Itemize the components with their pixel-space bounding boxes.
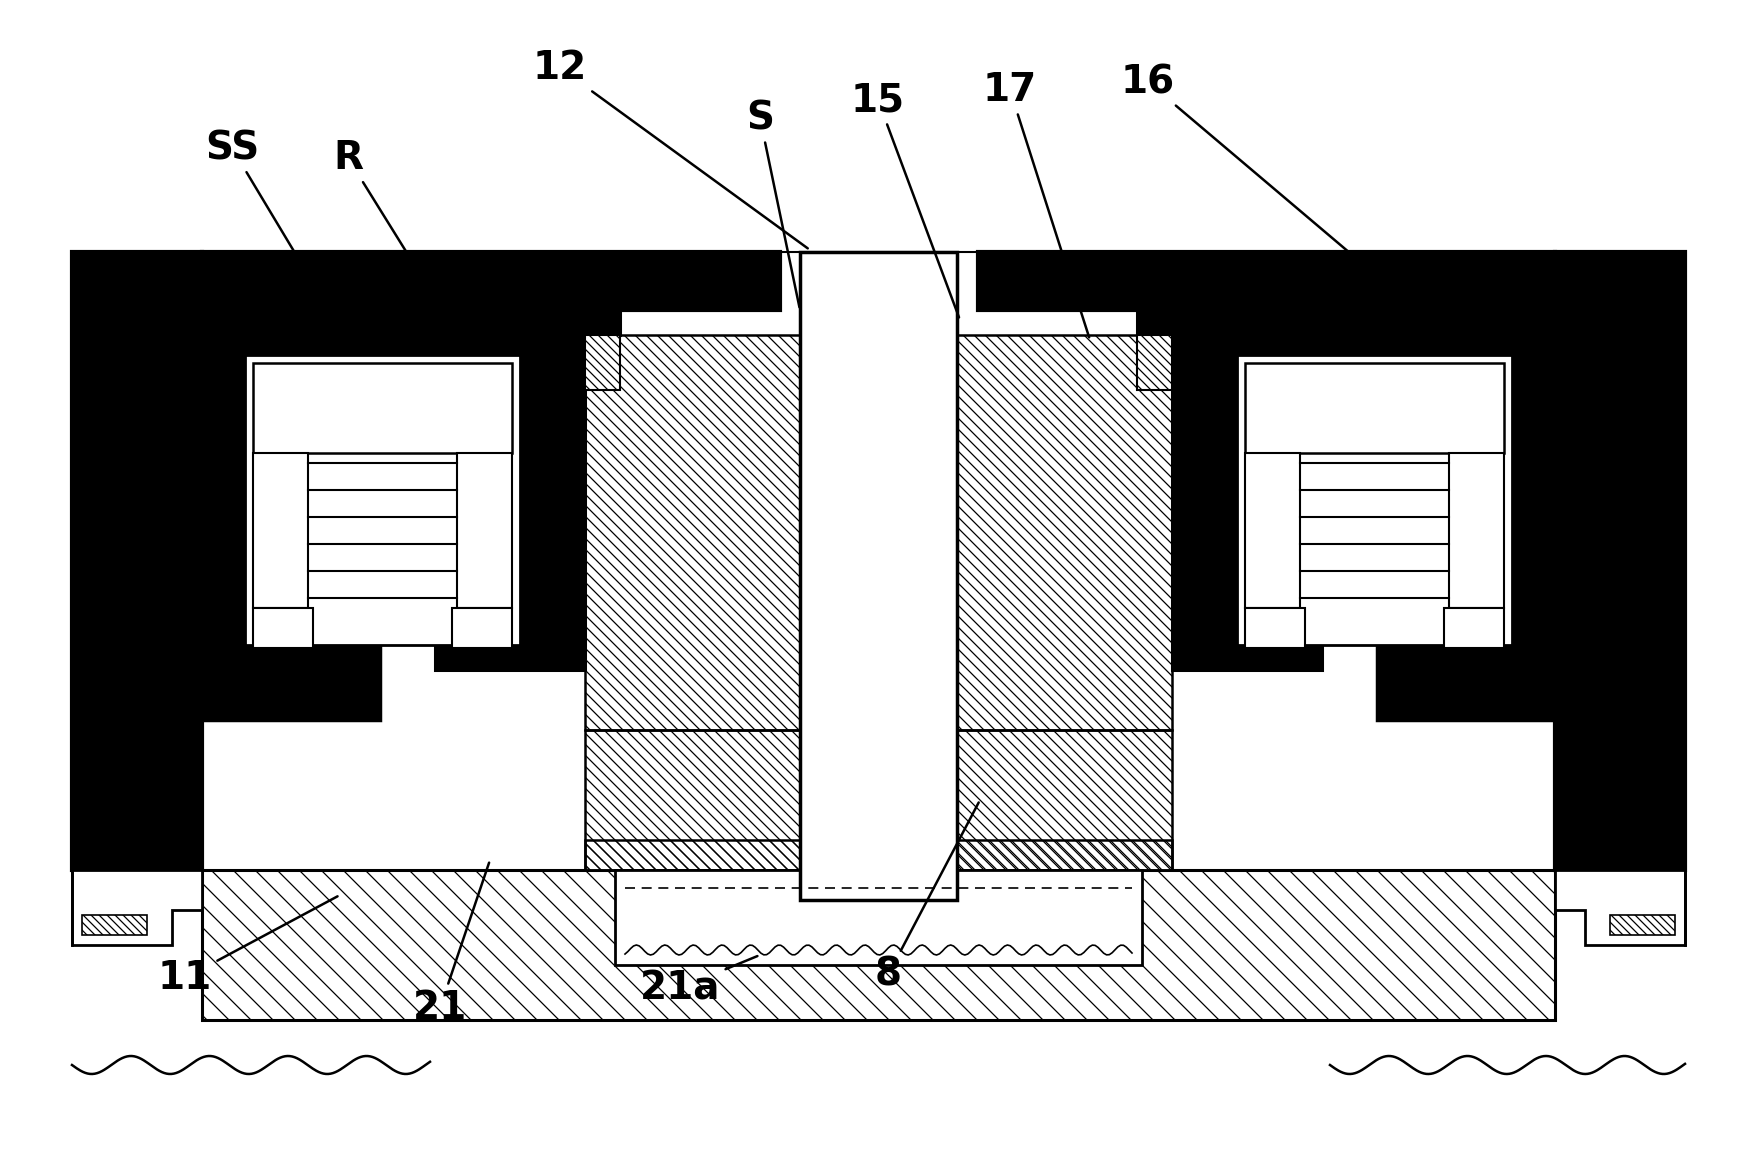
Text: 21a: 21a — [640, 956, 757, 1007]
Polygon shape — [72, 870, 202, 945]
Text: 8: 8 — [875, 803, 979, 994]
Polygon shape — [979, 252, 1555, 310]
Polygon shape — [585, 335, 620, 390]
Polygon shape — [1555, 252, 1685, 870]
Text: R: R — [334, 139, 429, 288]
Bar — [799, 252, 958, 900]
Bar — [615, 870, 1142, 965]
Polygon shape — [436, 310, 620, 670]
Text: 11: 11 — [158, 897, 337, 996]
Text: 17: 17 — [982, 71, 1089, 338]
Bar — [1450, 454, 1504, 608]
Polygon shape — [1137, 310, 1321, 670]
Text: 21: 21 — [413, 863, 488, 1027]
Bar — [1444, 608, 1504, 648]
Text: 12: 12 — [532, 49, 808, 248]
Polygon shape — [72, 252, 202, 870]
Polygon shape — [585, 840, 1172, 870]
Bar — [1246, 363, 1504, 454]
Polygon shape — [1321, 310, 1555, 720]
Polygon shape — [1137, 335, 1172, 390]
Polygon shape — [1609, 915, 1674, 935]
Polygon shape — [958, 335, 1172, 730]
Bar — [1246, 454, 1300, 608]
Polygon shape — [585, 335, 799, 730]
Bar — [253, 454, 307, 608]
Text: S: S — [747, 99, 799, 307]
Bar — [1237, 355, 1513, 645]
Polygon shape — [1555, 870, 1685, 945]
Bar — [452, 608, 511, 648]
Bar — [244, 355, 520, 645]
Text: 16: 16 — [1121, 63, 1369, 268]
Polygon shape — [83, 915, 148, 935]
Text: 15: 15 — [850, 81, 959, 318]
Bar — [457, 454, 511, 608]
Polygon shape — [585, 730, 799, 870]
Polygon shape — [202, 870, 1555, 1020]
Bar — [1246, 608, 1305, 648]
Bar — [253, 363, 511, 454]
Text: SS: SS — [206, 129, 309, 276]
Polygon shape — [202, 310, 436, 720]
Polygon shape — [958, 730, 1172, 870]
Polygon shape — [202, 252, 780, 310]
Bar — [253, 608, 313, 648]
